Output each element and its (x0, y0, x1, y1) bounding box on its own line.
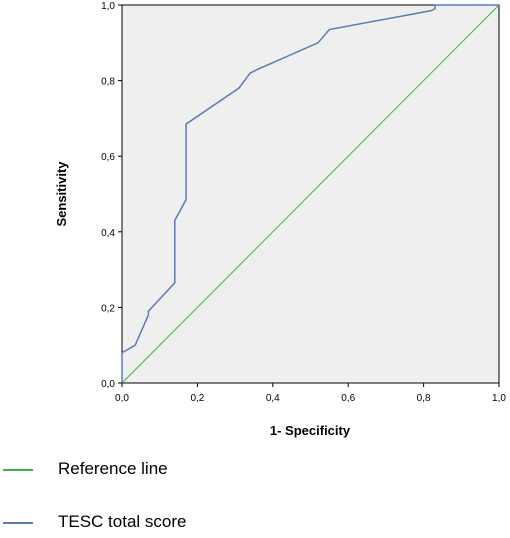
roc-chart: 0,0 0,2 0,4 0,6 0,8 1,0 0,0 0,2 0,4 0,6 0,8 1,0 1-… (54, 1, 506, 438)
x-tick-label: 1,0 (492, 393, 506, 404)
y-axis: 0,0 0,2 0,4 0,6 0,8 1,0 (101, 1, 122, 390)
x-tick-label: 0,2 (190, 393, 204, 404)
y-tick-label: 0,4 (101, 228, 115, 239)
y-tick-label: 0,0 (101, 379, 115, 390)
x-axis-title: 1- Specificity (270, 423, 351, 438)
series-line-tesc-total-score (121, 4, 499, 383)
y-tick-label: 0,8 (101, 77, 115, 88)
legend-label-tesc-total-score: TESC total score (58, 512, 187, 531)
y-tick-label: 1,0 (101, 1, 115, 12)
y-tick-label: 0,2 (101, 303, 115, 314)
legend-item-tesc-total-score: TESC total score (0, 508, 510, 538)
x-axis: 0,0 0,2 0,4 0,6 0,8 1,0 (115, 383, 506, 404)
legend-label-reference-line: Reference line (58, 459, 168, 478)
legend-item-reference-line: Reference line (0, 455, 510, 485)
series-layer (121, 4, 500, 384)
x-tick-label: 0,0 (115, 393, 129, 404)
reference-line-swatch (3, 469, 33, 471)
x-tick-label: 0,6 (341, 393, 355, 404)
y-tick-label: 0,6 (101, 152, 115, 163)
series-line-reference-line (121, 4, 500, 384)
y-axis-title: Sensitivity (54, 161, 69, 227)
x-tick-label: 0,4 (266, 393, 280, 404)
x-tick-label: 0,8 (417, 393, 431, 404)
tesc-score-swatch (3, 522, 33, 524)
